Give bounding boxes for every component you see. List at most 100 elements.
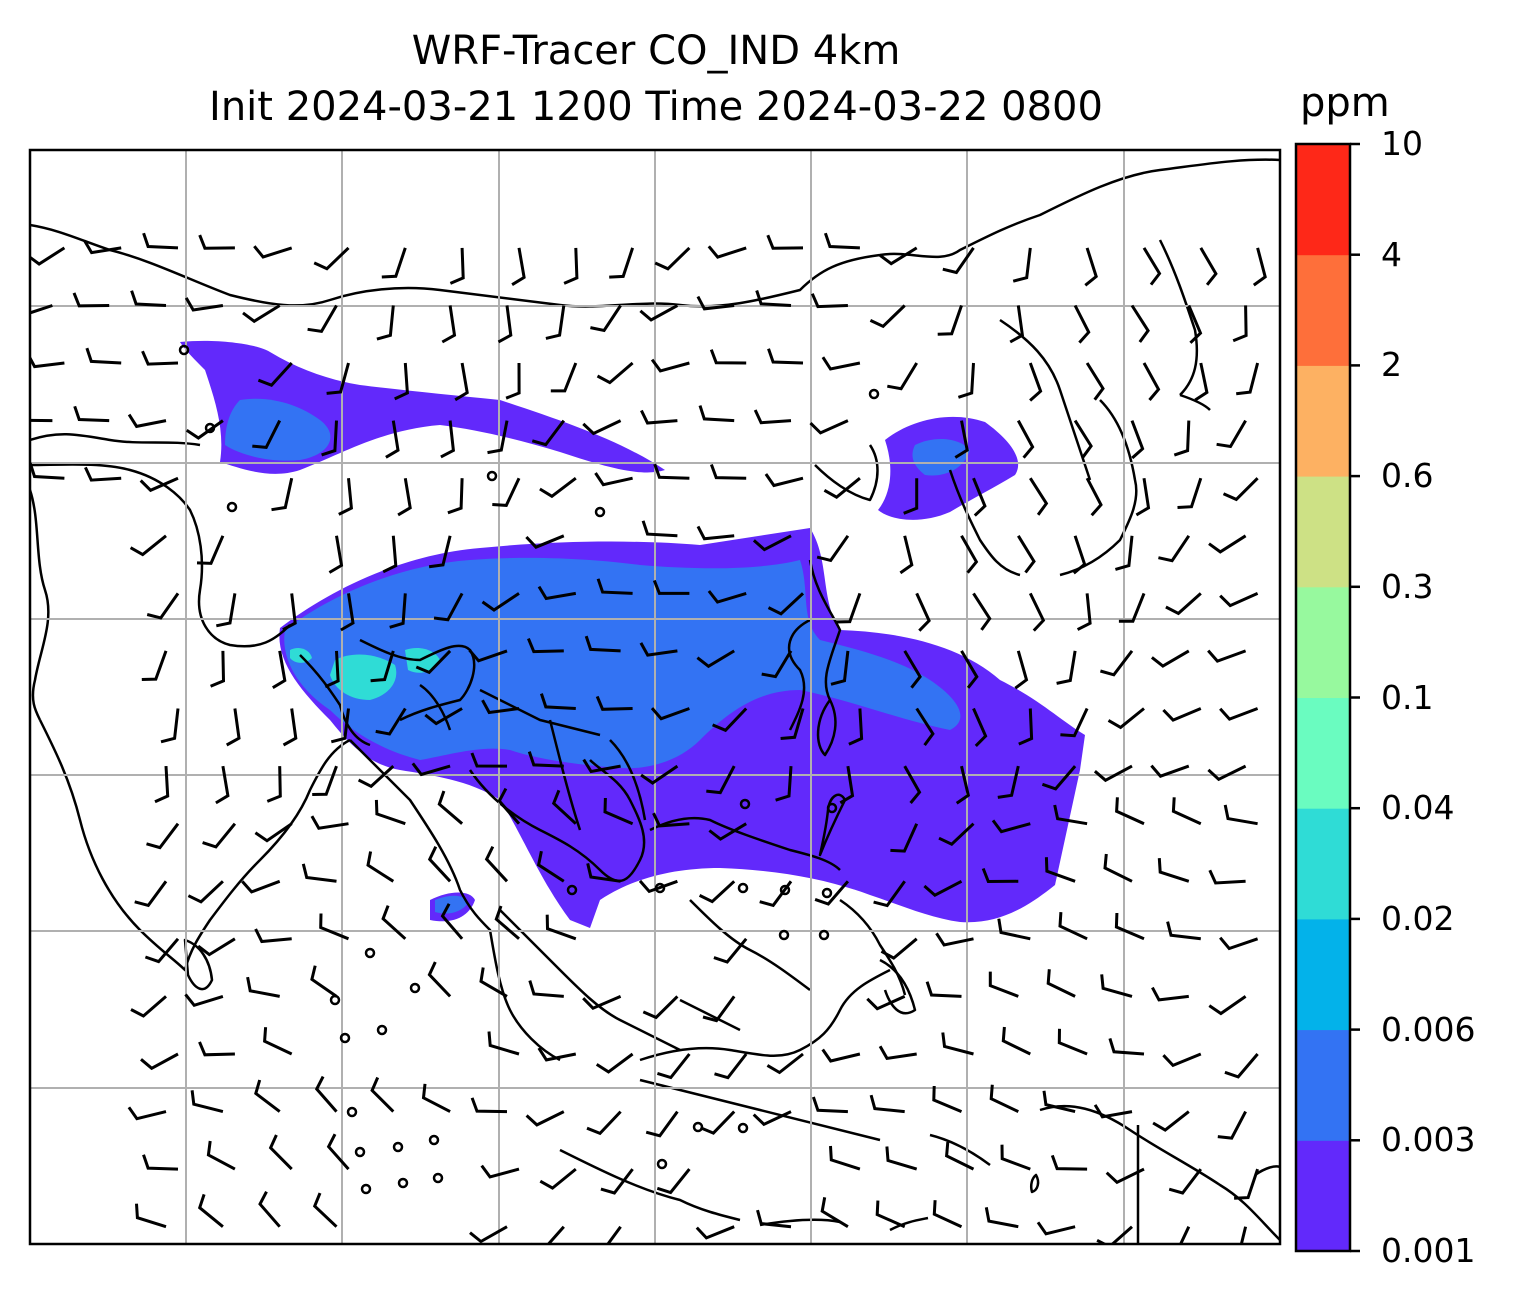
- wind-barb: [1135, 477, 1151, 517]
- colorbar-tick-label: 0.006: [1381, 1009, 1476, 1049]
- wind-barb: [1166, 921, 1201, 941]
- calm-wind-marker: [360, 1183, 372, 1195]
- wind-barb: [821, 1048, 861, 1063]
- wind-barb: [656, 1168, 691, 1195]
- wind-barb: [30, 246, 66, 266]
- wind-barb: [1219, 707, 1259, 721]
- wind-barb: [370, 650, 395, 683]
- wind-barb: [1108, 1037, 1145, 1056]
- wind-barb: [606, 1225, 622, 1244]
- wind-barb: [706, 765, 736, 795]
- wind-barb: [190, 1090, 224, 1114]
- wind-barb: [582, 419, 622, 436]
- wind-barb: [428, 535, 452, 569]
- wind-barb: [1093, 1104, 1133, 1119]
- wind-barb: [525, 534, 565, 549]
- colorbar-tick-label: 0.003: [1381, 1120, 1476, 1160]
- wind-barb: [1208, 534, 1247, 554]
- calm-wind-marker: [692, 1121, 704, 1133]
- wind-barb: [497, 787, 521, 825]
- wind-barb: [809, 419, 849, 435]
- wind-barb: [266, 766, 282, 803]
- wind-barb: [366, 851, 395, 883]
- colorbar-segment: [1296, 476, 1350, 588]
- wind-barb: [957, 362, 975, 399]
- calm-wind-marker: [778, 929, 790, 941]
- wind-barb: [1018, 708, 1034, 746]
- wind-barb: [821, 356, 861, 371]
- wind-barb: [848, 708, 864, 746]
- wind-barb: [1252, 247, 1267, 287]
- wind-barb: [468, 649, 508, 663]
- wind-barb: [1107, 707, 1145, 730]
- wind-barb: [932, 1200, 963, 1229]
- wind-barb: [1171, 797, 1202, 826]
- wind-barb: [1001, 1026, 1031, 1056]
- wind-barb: [527, 751, 564, 768]
- wind-barb: [537, 585, 577, 601]
- wind-barb: [1222, 477, 1259, 502]
- wind-barb: [263, 1027, 293, 1056]
- wind-barb: [252, 419, 282, 449]
- wind-barb: [1058, 912, 1088, 941]
- calm-wind-marker: [779, 884, 791, 896]
- gridlines: [30, 150, 1280, 1244]
- wind-barb: [129, 534, 167, 557]
- wind-barb: [879, 246, 918, 266]
- wind-barb: [241, 879, 281, 894]
- wind-barb: [1173, 420, 1191, 457]
- wind-barb: [603, 797, 634, 826]
- wind-barb: [698, 880, 736, 904]
- wind-barb: [271, 477, 294, 512]
- wind-barb: [811, 1096, 848, 1114]
- wind-barb: [890, 823, 919, 853]
- wind-barb: [253, 245, 293, 259]
- wind-barb: [1150, 649, 1190, 668]
- wind-barb: [600, 1168, 634, 1195]
- wind-barb: [314, 1075, 338, 1113]
- wind-barb: [545, 305, 566, 340]
- wind-barb: [866, 995, 906, 1011]
- wind-barb: [197, 1193, 224, 1228]
- wind-barb: [1217, 1110, 1247, 1140]
- calm-wind-marker: [821, 887, 833, 899]
- wind-barb: [187, 880, 224, 904]
- wind-barb: [487, 1031, 520, 1056]
- wind-barb: [1056, 650, 1077, 685]
- wind-barb: [328, 535, 344, 574]
- wind-barb: [761, 650, 793, 679]
- colorbar-tick-label: 2: [1381, 345, 1402, 385]
- calm-wind-marker: [818, 929, 830, 941]
- wind-barb: [492, 477, 521, 507]
- wind-barb: [707, 245, 747, 259]
- calm-wind-marker: [339, 1032, 351, 1044]
- wind-barb: [1199, 247, 1218, 286]
- wind-barb: [641, 520, 678, 538]
- wind-barb: [1072, 535, 1087, 575]
- wind-barb: [830, 650, 850, 686]
- wind-barb: [696, 295, 735, 311]
- wind-barb: [1046, 969, 1076, 998]
- calm-wind-marker: [354, 1146, 366, 1158]
- wind-barb: [1076, 593, 1092, 631]
- wind-barb: [1219, 936, 1259, 951]
- wind-barb: [427, 961, 452, 998]
- wind-barb: [440, 903, 464, 940]
- wind-barb: [374, 799, 406, 826]
- wind-barb: [494, 905, 520, 940]
- wind-barb: [595, 695, 633, 711]
- wind-barb: [972, 477, 987, 517]
- wind-barb: [640, 764, 679, 785]
- wind-barb: [268, 1134, 293, 1171]
- wind-barb: [282, 708, 298, 747]
- wind-barb: [766, 234, 804, 250]
- wind-barb: [135, 1203, 167, 1229]
- wind-barb: [880, 937, 918, 960]
- wind-barb: [310, 815, 349, 830]
- wind-barb: [767, 592, 805, 616]
- wind-barb: [997, 918, 1031, 941]
- wind-barb: [370, 1076, 395, 1113]
- wind-barb: [1151, 986, 1189, 1002]
- colorbar-ticks: [1350, 142, 1360, 1253]
- calm-wind-marker: [737, 882, 749, 894]
